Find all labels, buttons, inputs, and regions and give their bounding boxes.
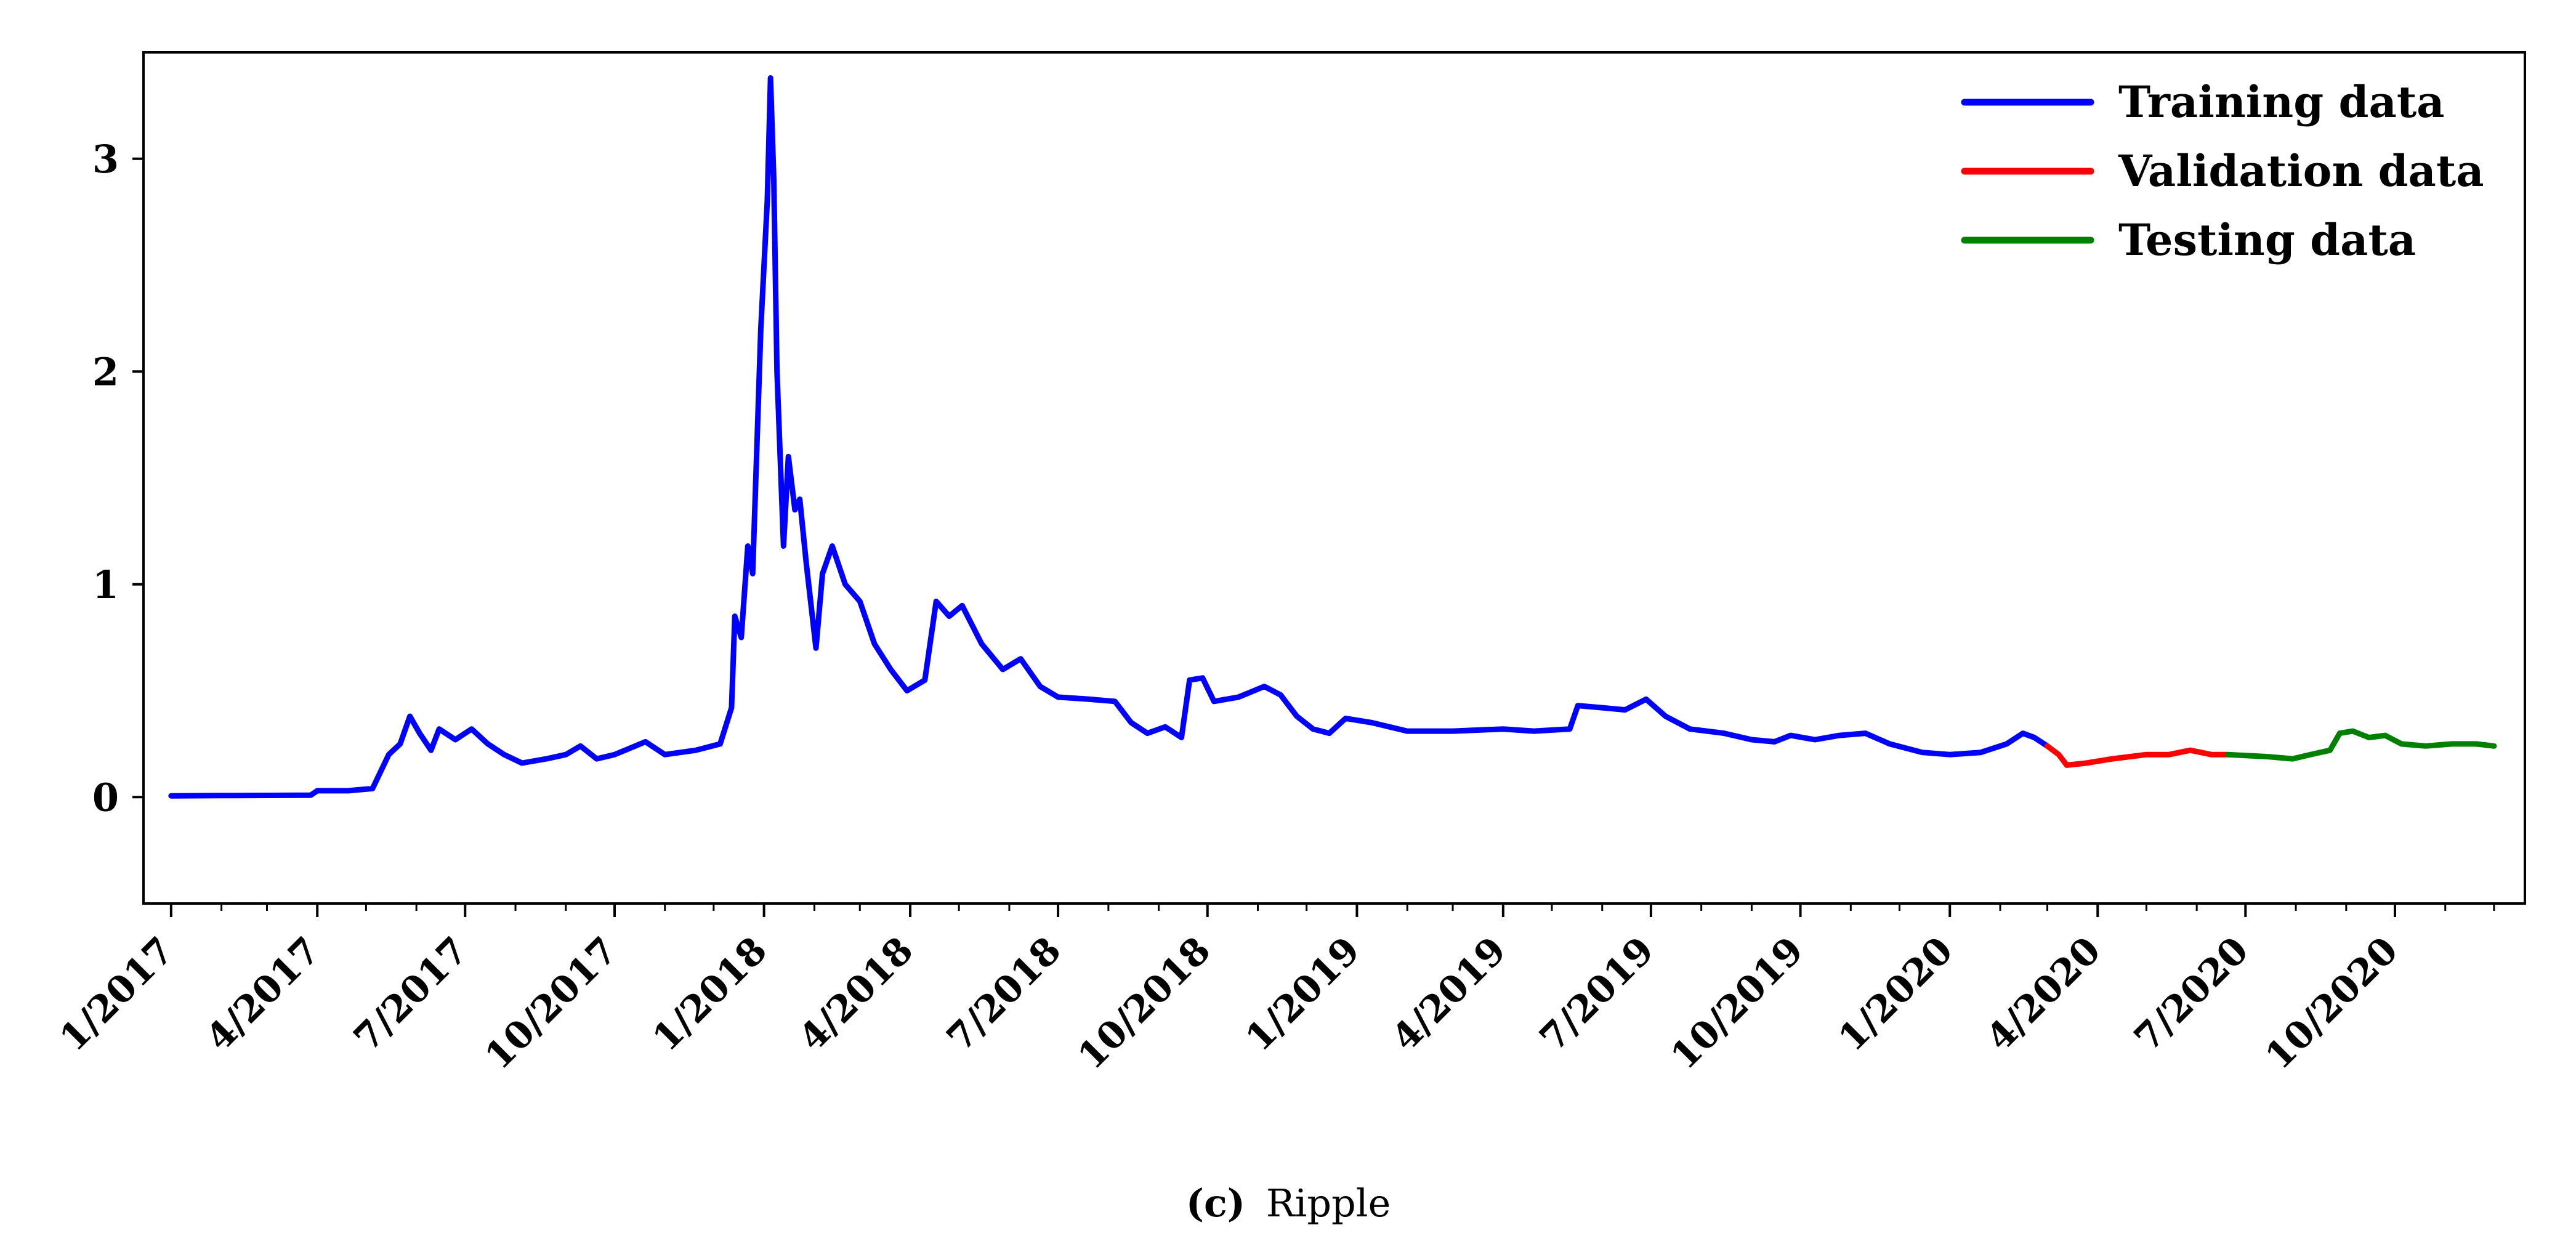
series-line-validation-data xyxy=(2045,743,2231,768)
x-tick-label: 7/2020 xyxy=(2126,929,2257,1060)
series-layer xyxy=(168,75,2497,799)
x-tick-label: 1/2018 xyxy=(645,929,776,1060)
x-axis: 1/2017 4/2017 7/2017 10/2017 1/2018 4/2018 7/2… xyxy=(52,903,2495,1078)
x-tick-label: 1/2017 xyxy=(52,929,183,1060)
caption: (c) Ripple xyxy=(1186,1181,1391,1226)
x-tick-label: 7/2018 xyxy=(939,929,1070,1060)
x-tick-label: 4/2017 xyxy=(198,929,329,1060)
legend-label: Testing data xyxy=(2118,214,2416,265)
caption-text: Ripple xyxy=(1266,1181,1391,1226)
x-tick-label: 4/2019 xyxy=(1384,929,1515,1060)
x-tick-label: 10/2017 xyxy=(477,929,626,1078)
y-tick-label: 2 xyxy=(92,349,119,394)
plot-frame xyxy=(142,51,2526,905)
x-tick-label: 4/2018 xyxy=(791,929,922,1060)
series-line-testing-data xyxy=(2224,728,2497,762)
caption-label: (c) xyxy=(1186,1181,1245,1226)
y-tick-label: 0 xyxy=(92,775,119,820)
x-tick-label: 10/2018 xyxy=(1070,929,1219,1078)
x-tick-label: 10/2019 xyxy=(1663,929,1812,1078)
x-tick-label: 7/2017 xyxy=(345,929,477,1060)
x-tick-label: 1/2020 xyxy=(1830,929,1961,1060)
x-tick-label: 1/2019 xyxy=(1237,929,1368,1060)
x-tick-label: 4/2020 xyxy=(1978,929,2109,1060)
legend: Training data Validation data Testing data xyxy=(1961,76,2484,265)
series-line-training-data xyxy=(168,75,2050,799)
legend-label: Training data xyxy=(2118,76,2445,127)
y-axis: 0 1 2 3 xyxy=(92,137,143,820)
x-tick-label: 7/2019 xyxy=(1532,929,1663,1060)
y-tick-label: 1 xyxy=(92,562,119,607)
legend-label: Validation data xyxy=(2118,145,2484,196)
y-tick-label: 3 xyxy=(92,137,119,182)
x-tick-label: 10/2020 xyxy=(2257,929,2406,1078)
